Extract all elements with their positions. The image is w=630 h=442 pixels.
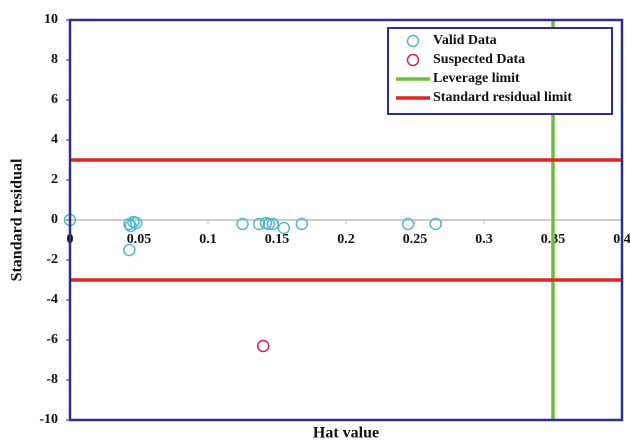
legend-label: Standard residual limit: [433, 90, 572, 105]
x-tick-label: 0.2: [337, 232, 355, 247]
y-tick-label: 4: [51, 132, 58, 147]
data-point: [236, 217, 249, 231]
legend-marker: [406, 53, 420, 67]
y-tick-label: 2: [51, 172, 58, 187]
y-tick-label: -8: [46, 372, 58, 387]
y-tick-label: -6: [46, 332, 58, 347]
data-point: [123, 243, 136, 257]
x-tick-label: 0.3: [475, 232, 493, 247]
legend-marker: [406, 34, 420, 48]
y-tick-label: 10: [44, 12, 58, 27]
y-tick-label: 6: [51, 92, 58, 107]
legend-label: Leverage limit: [433, 71, 520, 86]
data-point: [252, 217, 266, 231]
y-tick-label: -10: [39, 412, 58, 427]
legend-label: Valid Data: [433, 33, 497, 48]
y-tick-label: -2: [46, 252, 58, 267]
data-point: [429, 217, 442, 231]
data-point: [262, 217, 275, 231]
data-point: [401, 217, 415, 231]
x-tick-label: 0.05: [127, 232, 152, 247]
data-point: [277, 221, 291, 235]
y-tick-label: 8: [51, 52, 58, 67]
x-tick-label: 0.15: [265, 232, 290, 247]
x-tick-label: 0.25: [403, 232, 428, 247]
plot-border: [68, 18, 624, 422]
y-tick-label: 0: [51, 212, 58, 227]
x-tick-label: 0.1: [199, 232, 217, 247]
data-point: [129, 216, 143, 230]
data-point: [295, 217, 309, 231]
data-point: [266, 217, 280, 231]
x-axis-label: Hat value: [313, 425, 379, 442]
data-point: [256, 339, 270, 353]
y-axis-label: Standard residual: [9, 158, 26, 281]
legend-label: Suspected Data: [433, 52, 525, 67]
y-tick-label: -4: [46, 292, 58, 307]
